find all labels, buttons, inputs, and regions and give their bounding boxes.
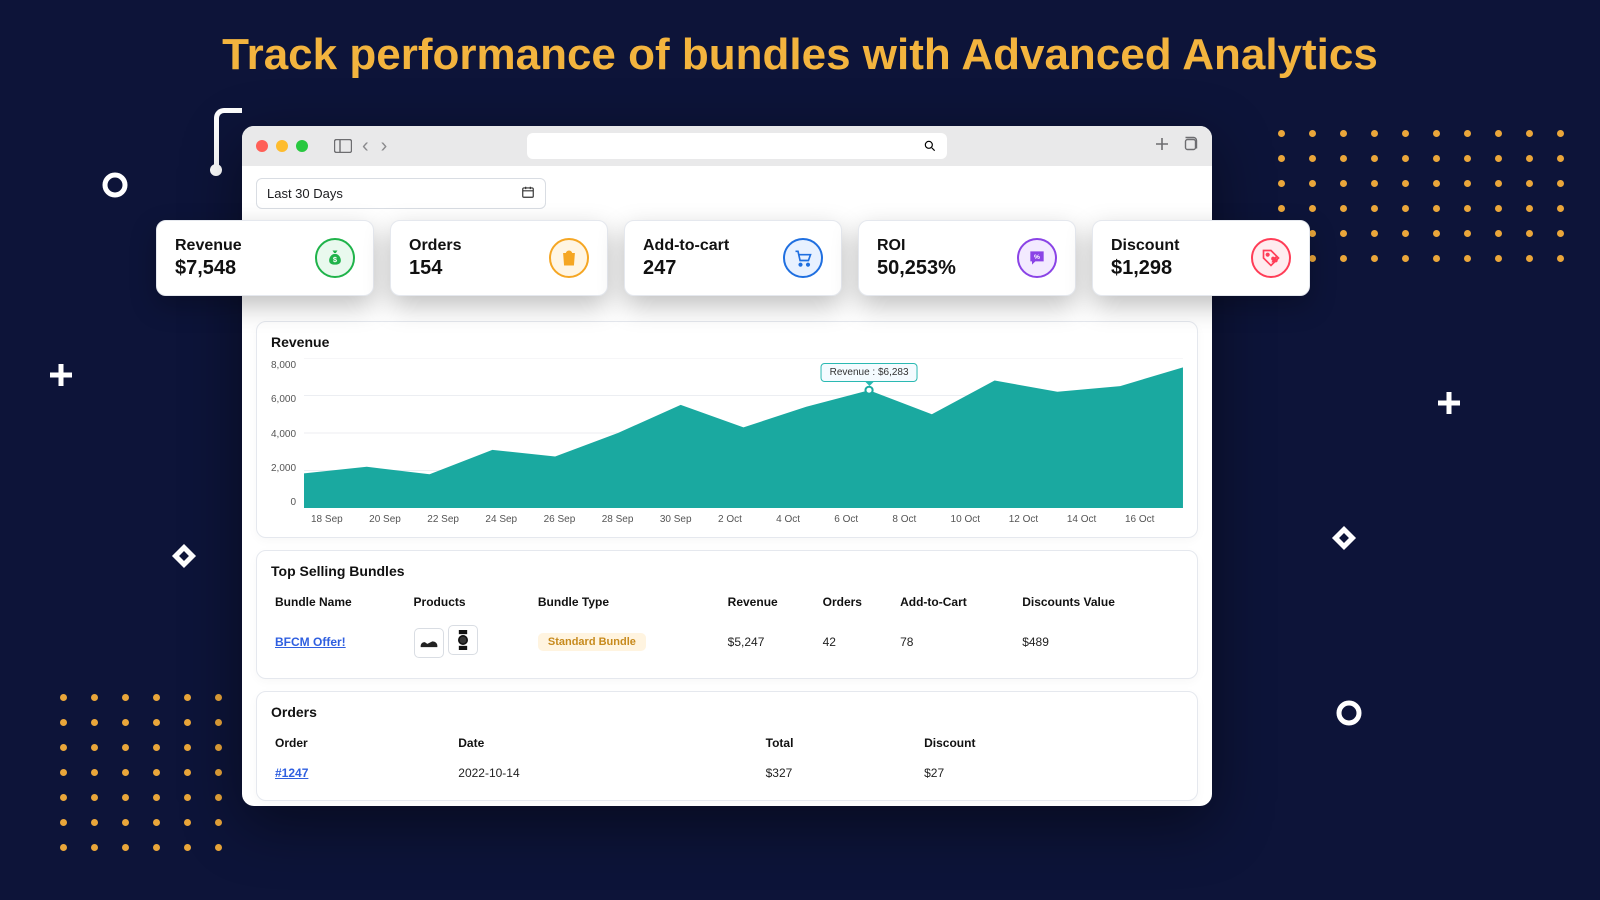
revenue-area-chart: Revenue : $6,283 (304, 358, 1183, 508)
cell-total: $327 (762, 758, 920, 788)
table-header: Bundle Type (534, 587, 724, 617)
kpi-card-add-to-cart[interactable]: Add-to-cart 247 (624, 220, 842, 296)
kpi-row: Revenue $7,548 $ Orders 154 Add-to-cart 247 ROI… (156, 220, 1310, 296)
kpi-card-roi[interactable]: ROI 50,253%% (858, 220, 1076, 296)
table-header: Total (762, 728, 920, 758)
window-minimize-dot[interactable] (276, 140, 288, 152)
cell-addtocart: 78 (896, 617, 1018, 666)
search-icon (923, 139, 937, 153)
svg-text:%: % (1034, 254, 1040, 261)
window-close-dot[interactable] (256, 140, 268, 152)
top-bundles-panel: Top Selling Bundles Bundle NameProductsB… (256, 550, 1198, 679)
kpi-label: ROI (877, 237, 956, 255)
kpi-value: $1,298 (1111, 257, 1179, 280)
dot-grid-decor (1278, 130, 1564, 262)
orders-panel-title: Orders (271, 704, 1183, 720)
kpi-label: Discount (1111, 237, 1179, 255)
chart-x-axis: 18 Sep20 Sep22 Sep24 Sep26 Sep28 Sep30 S… (311, 514, 1183, 525)
table-header: Orders (819, 587, 896, 617)
table-header: Products (410, 587, 534, 617)
calendar-icon (521, 185, 535, 202)
percent-bubble-icon: % (1017, 238, 1057, 278)
table-header: Date (454, 728, 761, 758)
table-header: Discounts Value (1018, 587, 1183, 617)
revenue-chart-title: Revenue (271, 334, 1183, 350)
url-bar[interactable] (527, 133, 947, 159)
kpi-card-revenue[interactable]: Revenue $7,548 $ (156, 220, 374, 296)
browser-chrome: ‹ › (242, 126, 1212, 166)
shopping-bag-icon (549, 238, 589, 278)
money-bag-icon: $ (315, 238, 355, 278)
page-headline: Track performance of bundles with Advanc… (0, 30, 1600, 80)
dot-grid-decor (60, 694, 222, 851)
kpi-card-orders[interactable]: Orders 154 (390, 220, 608, 296)
plus-decor (1436, 390, 1462, 416)
cell-discount: $27 (920, 758, 1183, 788)
kpi-label: Revenue (175, 237, 242, 255)
table-header: Add-to-Cart (896, 587, 1018, 617)
bundle-link[interactable]: BFCM Offer! (275, 635, 346, 649)
chart-tooltip: Revenue : $6,283 (821, 363, 918, 382)
window-zoom-dot[interactable] (296, 140, 308, 152)
orders-panel: Orders OrderDateTotalDiscount #1247 2022-… (256, 691, 1198, 801)
watch-thumb-icon (448, 625, 478, 655)
orders-table: OrderDateTotalDiscount #1247 2022-10-14$3… (271, 728, 1183, 788)
table-header: Revenue (724, 587, 819, 617)
cell-orders: 42 (819, 617, 896, 666)
revenue-chart-panel: Revenue 8,0006,0004,0002,0000 Revenue : … (256, 321, 1198, 538)
new-tab-icon[interactable] (1154, 136, 1170, 157)
tag-icon: % (1251, 238, 1291, 278)
table-header: Discount (920, 728, 1183, 758)
top-bundles-table: Bundle NameProductsBundle TypeRevenueOrd… (271, 587, 1183, 666)
kpi-card-discount[interactable]: Discount $1,298% (1092, 220, 1310, 296)
kpi-value: 50,253% (877, 257, 956, 280)
table-header: Order (271, 728, 454, 758)
date-range-label: Last 30 Days (267, 186, 343, 201)
plus-decor (48, 362, 74, 388)
bundle-type-tag: Standard Bundle (538, 633, 646, 651)
bracket-accent (214, 108, 242, 168)
kpi-label: Add-to-cart (643, 237, 729, 255)
diamond-decor (1330, 524, 1358, 552)
cell-discounts: $489 (1018, 617, 1183, 666)
table-row: BFCM Offer! Standard Bundle $5,2474278$489 (271, 617, 1183, 666)
cell-revenue: $5,247 (724, 617, 819, 666)
table-header: Bundle Name (271, 587, 410, 617)
date-range-picker[interactable]: Last 30 Days (256, 178, 546, 209)
chart-y-axis: 8,0006,0004,0002,0000 (271, 358, 296, 508)
circle-outline-decor (100, 170, 130, 200)
circle-outline-decor (1334, 698, 1364, 728)
top-bundles-title: Top Selling Bundles (271, 563, 1183, 579)
kpi-value: 154 (409, 257, 461, 280)
kpi-value: 247 (643, 257, 729, 280)
shoe-thumb-icon (414, 628, 444, 658)
cart-icon (783, 238, 823, 278)
order-link[interactable]: #1247 (275, 766, 308, 780)
svg-text:%: % (1272, 257, 1278, 263)
nav-forward-icon[interactable]: › (379, 135, 390, 158)
sidebar-toggle-icon[interactable] (334, 139, 352, 153)
nav-back-icon[interactable]: ‹ (360, 135, 371, 158)
cell-date: 2022-10-14 (454, 758, 761, 788)
kpi-value: $7,548 (175, 257, 242, 280)
kpi-label: Orders (409, 237, 461, 255)
table-row: #1247 2022-10-14$327$27 (271, 758, 1183, 788)
diamond-decor (170, 542, 198, 570)
tabs-icon[interactable] (1182, 136, 1198, 157)
